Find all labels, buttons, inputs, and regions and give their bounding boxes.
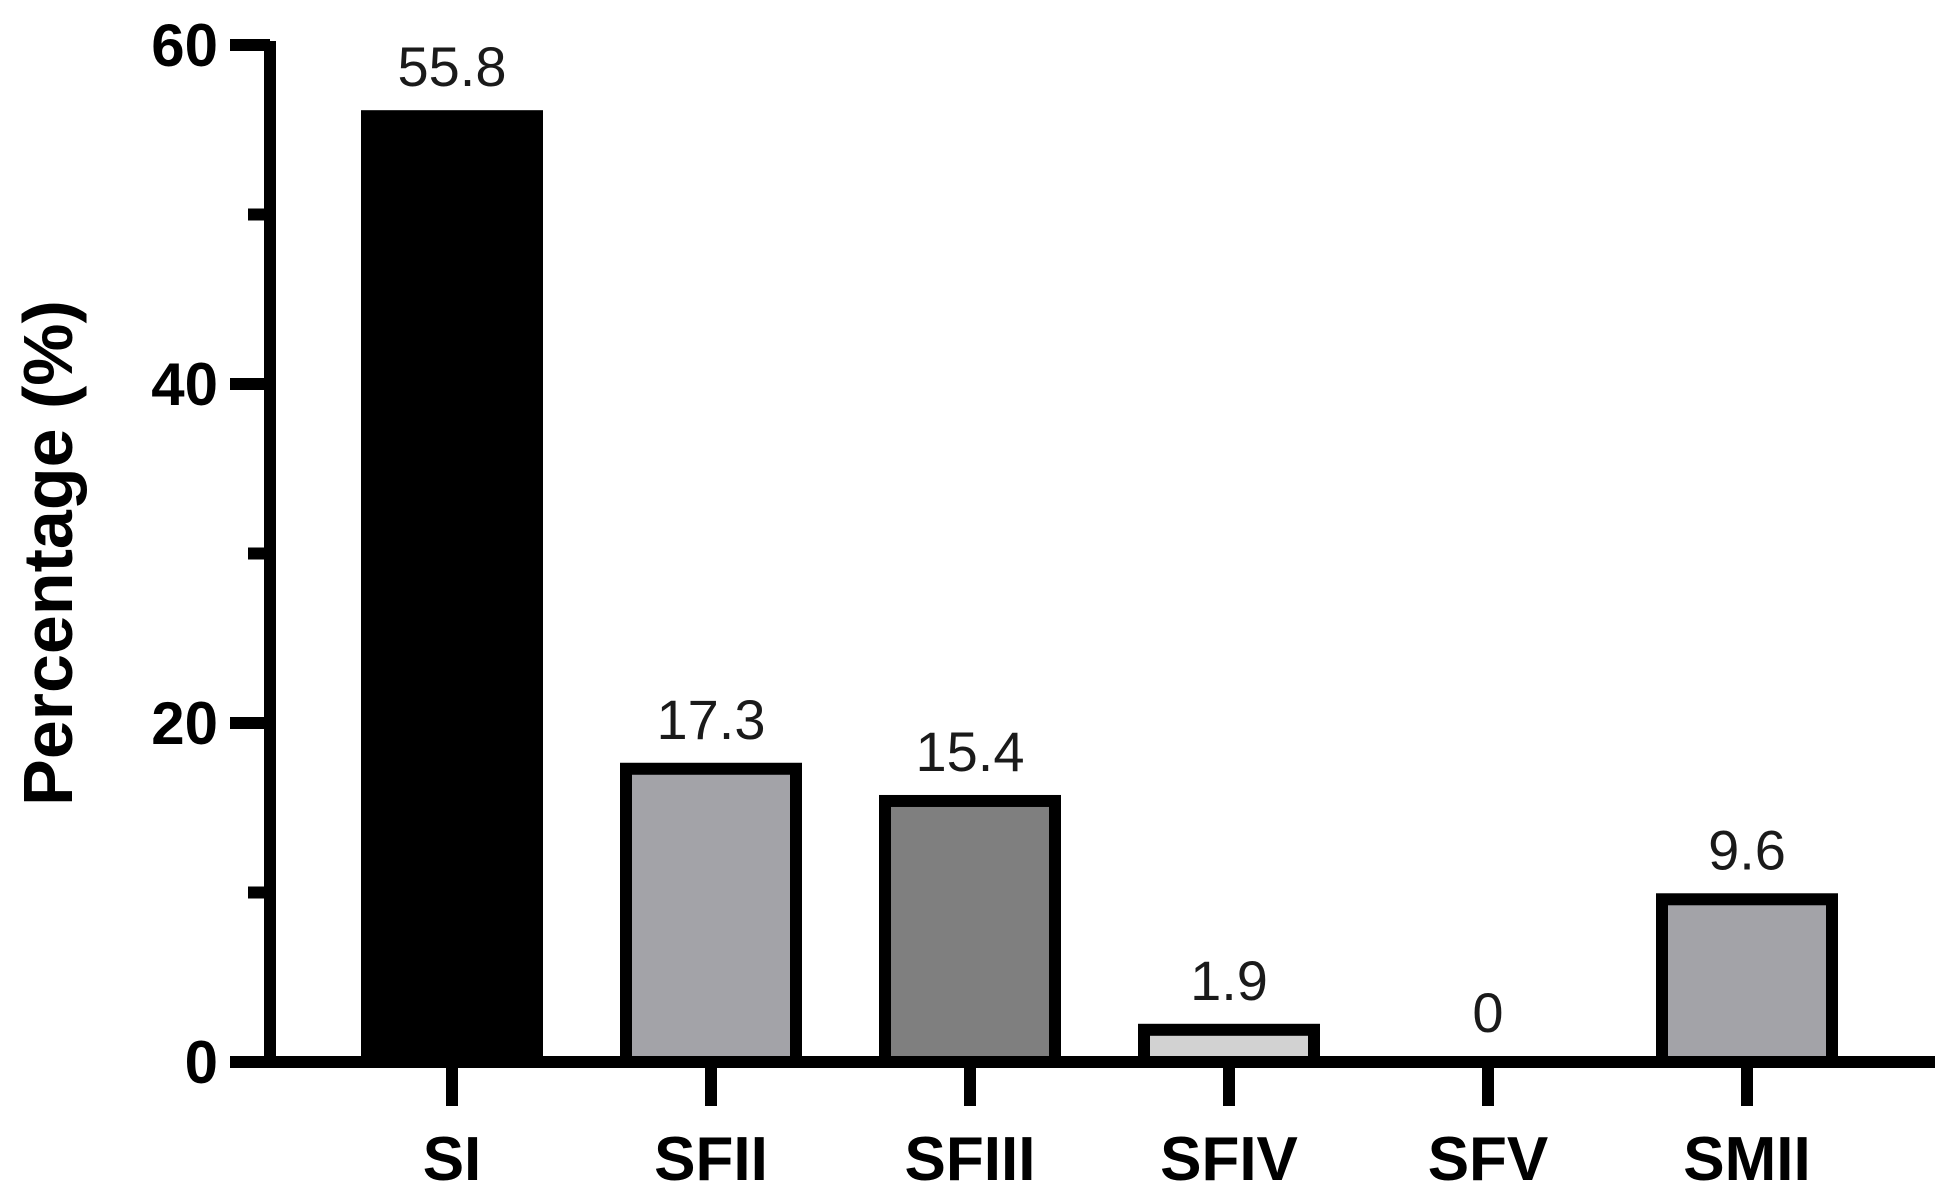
bar-smii	[1656, 893, 1838, 1069]
labels: 0 20 40 60 SI 55.8 SFII 17.3 SFIII 15.4 SFIV 1.9 SFV…	[151, 12, 1810, 1194]
bar-sfii	[620, 762, 802, 1068]
bar-si	[361, 110, 543, 1068]
x-tick-label-sfiv: SFIV	[1160, 1125, 1298, 1194]
data-label-sfii: 17.3	[657, 688, 766, 751]
x-tick-label-si: SI	[423, 1125, 482, 1194]
data-label-smii: 9.6	[1708, 818, 1786, 881]
data-label-sfiv: 1.9	[1190, 949, 1268, 1012]
data-label-sfv: 0	[1472, 981, 1503, 1044]
y-axis-title: Percentage (%)	[9, 300, 87, 806]
y-tick-label: 60	[151, 12, 218, 79]
x-tick-label-sfv: SFV	[1428, 1125, 1549, 1194]
y-tick-label: 0	[185, 1029, 218, 1096]
axes	[230, 39, 1935, 1106]
x-tick-label-sfii: SFII	[654, 1125, 768, 1194]
y-tick-label: 20	[151, 690, 218, 757]
x-tick-label-sfiii: SFIII	[905, 1125, 1036, 1194]
bar-sfiii	[879, 794, 1061, 1068]
bars	[361, 110, 1838, 1069]
data-label-sfiii: 15.4	[916, 720, 1025, 783]
data-label-si: 55.8	[398, 35, 507, 98]
x-tick-label-smii: SMII	[1683, 1125, 1810, 1194]
y-tick-label: 40	[151, 351, 218, 418]
